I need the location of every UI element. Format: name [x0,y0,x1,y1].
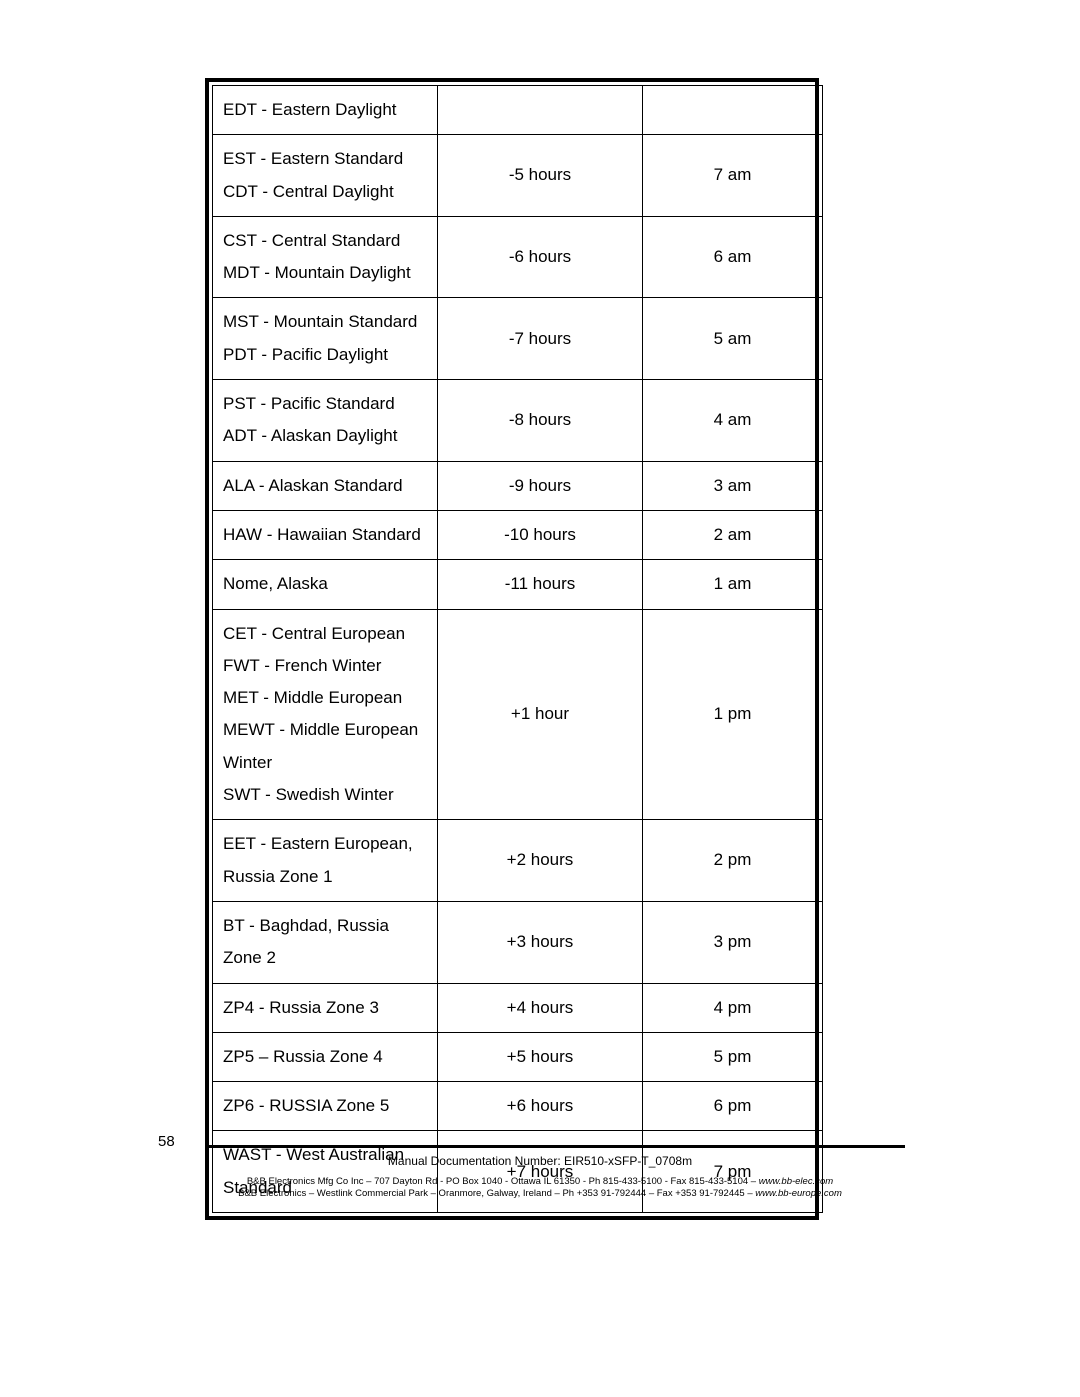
offset-cell: -6 hours [438,216,643,298]
footer-addr-1: B&B Electronics Mfg Co Inc – 707 Dayton … [247,1176,759,1187]
document-page: EDT - Eastern DaylightEST - Eastern Stan… [0,0,1080,1397]
table-row: Nome, Alaska-11 hours1 am [213,560,823,609]
zone-cell: EDT - Eastern Daylight [213,86,438,135]
table-row: HAW - Hawaiian Standard-10 hours2 am [213,510,823,559]
table-row: MST - Mountain StandardPDT - Pacific Day… [213,298,823,380]
time-cell: 4 am [643,380,823,462]
time-cell: 3 pm [643,901,823,983]
page-footer: 58 Manual Documentation Number: EIR510-x… [0,1145,1080,1201]
zone-cell: BT - Baghdad, Russia Zone 2 [213,901,438,983]
time-cell: 5 pm [643,1032,823,1081]
table-row: PST - Pacific StandardADT - Alaskan Dayl… [213,380,823,462]
time-cell: 4 pm [643,983,823,1032]
offset-cell: +2 hours [438,820,643,902]
offset-cell: -11 hours [438,560,643,609]
footer-addr-2: B&B Electronics – Westlink Commercial Pa… [238,1188,755,1199]
table-row: EET - Eastern European, Russia Zone 1+2 … [213,820,823,902]
offset-cell: -7 hours [438,298,643,380]
offset-cell: +3 hours [438,901,643,983]
zone-cell: Nome, Alaska [213,560,438,609]
time-cell [643,86,823,135]
offset-cell: -9 hours [438,461,643,510]
offset-cell: -10 hours [438,510,643,559]
time-cell: 6 pm [643,1082,823,1131]
time-cell: 3 am [643,461,823,510]
time-cell: 5 am [643,298,823,380]
zone-cell: EST - Eastern StandardCDT - Central Dayl… [213,135,438,217]
time-cell: 2 am [643,510,823,559]
zone-cell: ZP6 - RUSSIA Zone 5 [213,1082,438,1131]
zone-cell: CET - Central EuropeanFWT - French Winte… [213,609,438,820]
offset-cell: +1 hour [438,609,643,820]
zone-cell: MST - Mountain StandardPDT - Pacific Day… [213,298,438,380]
timezone-table: EDT - Eastern DaylightEST - Eastern Stan… [212,85,823,1213]
time-cell: 7 am [643,135,823,217]
zone-cell: HAW - Hawaiian Standard [213,510,438,559]
page-number: 58 [158,1133,175,1150]
offset-cell: +4 hours [438,983,643,1032]
table-row: BT - Baghdad, Russia Zone 2+3 hours3 pm [213,901,823,983]
time-cell: 6 am [643,216,823,298]
table-row: ZP4 - Russia Zone 3+4 hours4 pm [213,983,823,1032]
zone-cell: EET - Eastern European, Russia Zone 1 [213,820,438,902]
footer-address: B&B Electronics Mfg Co Inc – 707 Dayton … [0,1176,1080,1201]
zone-cell: ZP5 – Russia Zone 4 [213,1032,438,1081]
table-row: ALA - Alaskan Standard-9 hours3 am [213,461,823,510]
table-row: EDT - Eastern Daylight [213,86,823,135]
offset-cell: +5 hours [438,1032,643,1081]
timezone-table-wrap: EDT - Eastern DaylightEST - Eastern Stan… [205,78,819,1220]
table-row: ZP5 – Russia Zone 4+5 hours5 pm [213,1032,823,1081]
zone-cell: ZP4 - Russia Zone 3 [213,983,438,1032]
footer-url-1: www.bb-elec.com [759,1176,833,1187]
table-row: ZP6 - RUSSIA Zone 5+6 hours6 pm [213,1082,823,1131]
zone-cell: CST - Central StandardMDT - Mountain Day… [213,216,438,298]
offset-cell: +6 hours [438,1082,643,1131]
zone-cell: ALA - Alaskan Standard [213,461,438,510]
table-row: CET - Central EuropeanFWT - French Winte… [213,609,823,820]
offset-cell: -8 hours [438,380,643,462]
footer-rule [205,1145,905,1148]
offset-cell: -5 hours [438,135,643,217]
offset-cell [438,86,643,135]
time-cell: 1 am [643,560,823,609]
footer-url-2: www.bb-europe.com [755,1188,842,1199]
table-row: CST - Central StandardMDT - Mountain Day… [213,216,823,298]
time-cell: 2 pm [643,820,823,902]
zone-cell: PST - Pacific StandardADT - Alaskan Dayl… [213,380,438,462]
time-cell: 1 pm [643,609,823,820]
table-row: EST - Eastern StandardCDT - Central Dayl… [213,135,823,217]
